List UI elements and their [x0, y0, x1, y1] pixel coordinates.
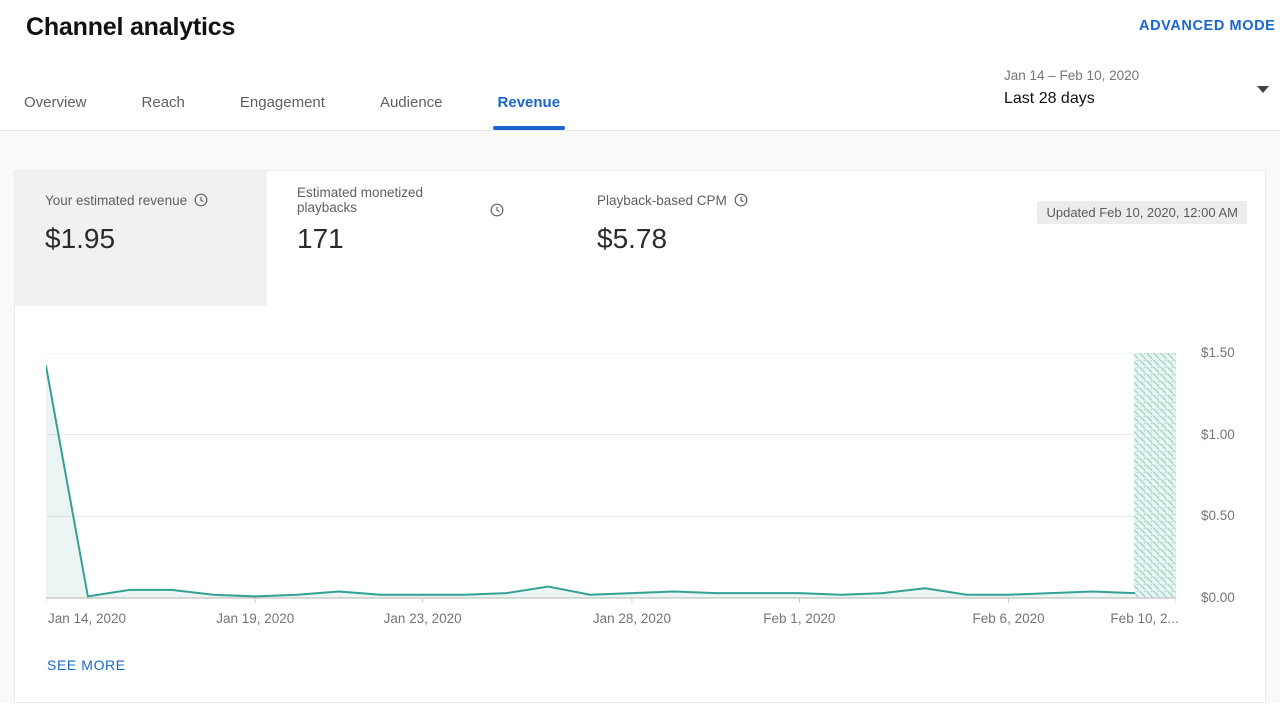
metric-cards-row: Your estimated revenue $1.95 Estimated m…: [15, 171, 1265, 306]
y-axis-label: $1.50: [1201, 345, 1235, 360]
x-axis-labels: Jan 14, 2020 Jan 19, 2020 Jan 23, 2020 Jan …: [46, 611, 1179, 627]
metric-value: $1.95: [45, 223, 116, 254]
revenue-chart: [46, 353, 1176, 604]
metric-label: Estimated monetized playbacks: [297, 185, 424, 215]
metric-label: Playback-based CPM: [597, 192, 727, 208]
revenue-analytics-card: Your estimated revenue $1.95 Estimated m…: [14, 170, 1266, 703]
see-more-link[interactable]: SEE MORE: [47, 657, 126, 673]
chevron-down-icon[interactable]: [1257, 86, 1269, 93]
tab-reach[interactable]: Reach: [141, 94, 185, 111]
chart-line: [46, 365, 1136, 598]
y-axis-label: $1.00: [1201, 426, 1235, 442]
chart-gridlines: [46, 353, 1176, 517]
revenue-chart-svg: [46, 353, 1176, 603]
tab-engagement[interactable]: Engagement: [239, 94, 325, 111]
x-axis-label: Feb 1, 2020: [763, 611, 836, 626]
clock-icon: [490, 203, 504, 217]
tab-revenue[interactable]: Revenue: [492, 94, 565, 131]
metric-card-monetized-playbacks[interactable]: Estimated monetized playbacks 171: [267, 171, 567, 306]
y-axis-label: $0.00: [1201, 590, 1235, 605]
page-title: Channel analytics: [26, 13, 236, 41]
date-range-text: Jan 14 – Feb 10, 2020: [1004, 68, 1140, 83]
tab-overview[interactable]: Overview: [24, 94, 87, 111]
metric-value: 171: [297, 223, 344, 254]
date-range-selector[interactable]: Jan 14 – Feb 10, 2020 Last 28 days: [1004, 68, 1139, 108]
incomplete-data-hatch: [1134, 353, 1176, 598]
chart-area-fill: [46, 366, 1135, 598]
analytics-tab-bar: Overview Reach Engagement Audience Reven…: [24, 94, 565, 131]
metric-label: Your estimated revenue: [45, 192, 188, 208]
date-preset-text: Last 28 days: [1004, 90, 1095, 107]
updated-timestamp-badge: Updated Feb 10, 2020, 12:00 AM: [1037, 201, 1247, 224]
y-axis-labels: $0.00 $0.50 $1.00 $1.50: [1201, 345, 1271, 605]
chart-axis: [46, 353, 1176, 603]
x-axis-label: Jan 28, 2020: [592, 611, 671, 626]
x-axis-label: Jan 19, 2020: [216, 611, 295, 626]
x-axis-label: Jan 14, 2020: [48, 611, 127, 626]
x-axis-label: Jan 23, 2020: [383, 611, 462, 626]
tabs-divider: [0, 130, 1280, 131]
y-axis-label: $0.50: [1201, 508, 1235, 524]
tab-audience[interactable]: Audience: [379, 94, 443, 111]
metric-value: $5.78: [597, 223, 668, 254]
clock-icon: [194, 193, 208, 207]
metric-card-estimated-revenue[interactable]: Your estimated revenue $1.95: [15, 171, 267, 306]
x-axis-label: Feb 6, 2020: [972, 611, 1045, 626]
metric-card-playback-cpm[interactable]: Playback-based CPM $5.78: [567, 171, 867, 306]
x-axis-label: Feb 10, 2...: [1110, 611, 1179, 626]
clock-icon: [734, 193, 748, 207]
advanced-mode-button[interactable]: ADVANCED MODE: [1139, 18, 1276, 34]
